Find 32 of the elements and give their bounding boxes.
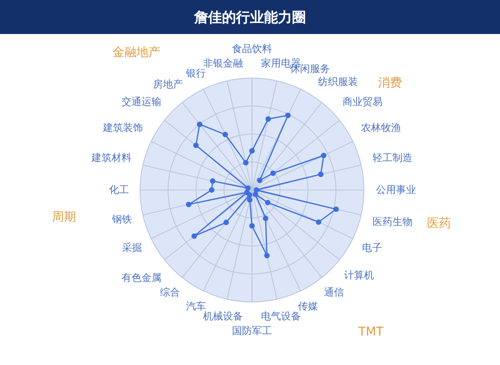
chart-title: 詹佳的行业能力圈 — [193, 10, 306, 26]
spoke-label: 农林牧渔 — [360, 122, 401, 134]
spoke-label: 交通运输 — [122, 96, 162, 108]
spoke-label: 综合 — [160, 286, 180, 299]
spoke-label: 传媒 — [298, 302, 318, 313]
spoke-label: 汽车 — [186, 300, 206, 313]
spoke-label: 建筑材料 — [90, 152, 132, 164]
spoke-label: 轻工制造 — [372, 152, 413, 164]
spoke-label: 银行 — [184, 68, 206, 80]
spoke-label: 化工 — [109, 184, 129, 196]
spoke-label: 房地产 — [153, 78, 184, 91]
spoke-label: 纺织服装 — [318, 76, 358, 88]
spoke-label: 医药生物 — [372, 216, 413, 228]
text: 金融地产 — [112, 45, 160, 60]
spoke-label: 机械设备 — [203, 310, 244, 323]
spoke-label: 采掘 — [122, 242, 142, 254]
spoke-label: 电气设备 — [260, 310, 301, 323]
spoke-label: 商业贸易 — [342, 96, 382, 108]
spoke-label: 有色金属 — [122, 272, 162, 284]
spoke-label: 公用事业 — [376, 184, 416, 196]
text: 消费 — [378, 75, 402, 90]
spoke-label: 通信 — [324, 286, 344, 299]
text: 周期 — [52, 209, 76, 224]
spoke-label: 非银金融 — [203, 57, 244, 70]
spoke-label: 食品饮料 — [232, 43, 272, 55]
spoke-label: 钢铁 — [110, 214, 132, 226]
text: TMT — [357, 324, 384, 339]
text: 医药 — [427, 216, 452, 230]
spoke-label: 国防军工 — [232, 325, 272, 337]
spoke-label: 计算机 — [344, 269, 374, 282]
spoke-label: 电子 — [362, 242, 382, 254]
spoke-label: 建筑装饰 — [102, 122, 144, 134]
